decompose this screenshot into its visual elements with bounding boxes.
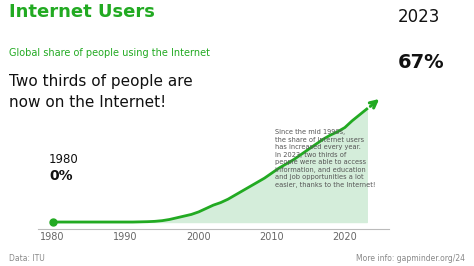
Text: 0%: 0% bbox=[49, 169, 73, 183]
Text: More info: gapminder.org/24: More info: gapminder.org/24 bbox=[356, 254, 465, 263]
Text: Data: ITU: Data: ITU bbox=[9, 254, 45, 263]
Text: 67%: 67% bbox=[398, 53, 445, 72]
Text: 2023: 2023 bbox=[398, 8, 440, 26]
Text: 1980: 1980 bbox=[49, 153, 79, 166]
Text: Two thirds of people are
now on the Internet!: Two thirds of people are now on the Inte… bbox=[9, 74, 193, 110]
Text: Internet Users: Internet Users bbox=[9, 3, 155, 21]
Text: Global share of people using the Internet: Global share of people using the Interne… bbox=[9, 48, 210, 58]
Text: Since the mid 1990s,
the share of Internet users
has increased every year.
In 20: Since the mid 1990s, the share of Intern… bbox=[275, 129, 376, 188]
